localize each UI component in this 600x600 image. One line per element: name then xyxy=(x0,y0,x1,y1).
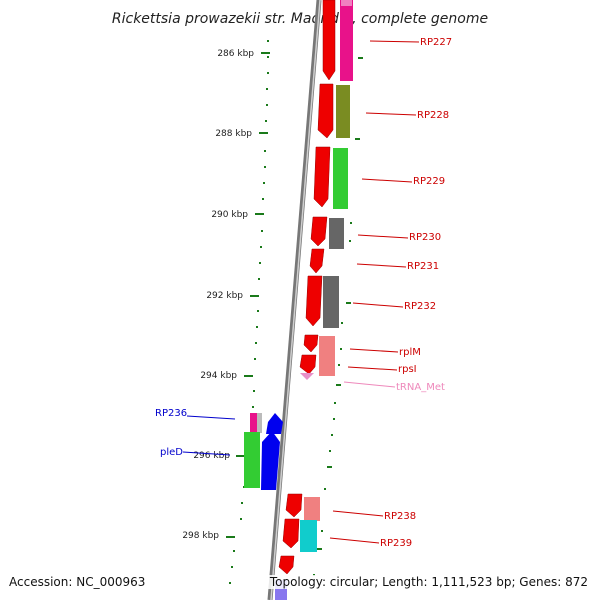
scale-tick-label: 286 kbp xyxy=(217,49,254,59)
cds-arrow-rp229 xyxy=(313,146,331,208)
genome-summary-text: Topology: circular; Length: 1,111,523 bp… xyxy=(267,575,590,589)
right-strand-track xyxy=(313,57,363,576)
gene-label-rplm[interactable]: rplM xyxy=(399,347,421,358)
scale-tick-label: 290 kbp xyxy=(211,210,248,220)
genome-backbone xyxy=(267,0,322,600)
gene-label-rp227[interactable]: RP227 xyxy=(420,37,452,48)
label-connectors xyxy=(182,40,420,544)
scale-tick-label: 288 kbp xyxy=(215,129,252,139)
gene-label-rp230[interactable]: RP230 xyxy=(409,232,441,243)
gene-label-trna-met[interactable]: tRNA_Met xyxy=(396,382,445,393)
cds-arrow-rp228 xyxy=(317,83,334,139)
cds-arrow-rp230 xyxy=(310,216,328,247)
annotation-boxes xyxy=(300,0,353,552)
cds-arrow-rpsi xyxy=(299,354,317,375)
scale-tick-label: 294 kbp xyxy=(200,371,237,381)
gene-label-rp229[interactable]: RP229 xyxy=(413,176,445,187)
scale-tick-marks xyxy=(226,52,270,538)
gene-label-rp232[interactable]: RP232 xyxy=(404,301,436,312)
gene-label-rpsi[interactable]: rpsI xyxy=(398,364,417,375)
trna-met-glyph xyxy=(300,373,314,380)
scale-tick-label: 296 kbp xyxy=(193,451,230,461)
cds-arrow-rp236 xyxy=(266,413,283,434)
cds-arrow-rp232 xyxy=(305,275,323,327)
gene-label-rp239[interactable]: RP239 xyxy=(380,538,412,549)
cds-arrow-rp231 xyxy=(309,248,325,274)
gene-label-rp228[interactable]: RP228 xyxy=(417,110,449,121)
cds-arrow-pled xyxy=(261,431,280,490)
cds-arrow-next xyxy=(278,555,295,575)
accession-text: Accession: NC_000963 xyxy=(9,575,146,589)
scale-tick-label: 292 kbp xyxy=(206,291,243,301)
cds-arrow-rp227 xyxy=(322,0,336,81)
scale-track xyxy=(229,40,269,584)
scale-tick-label: 298 kbp xyxy=(182,531,219,541)
gene-label-rp236[interactable]: RP236 xyxy=(155,408,187,419)
cds-features xyxy=(278,0,336,575)
cds-arrow-rplm xyxy=(303,334,319,353)
gene-label-rp238[interactable]: RP238 xyxy=(384,511,416,522)
map-title: Rickettsia prowazekii str. Madrid E, com… xyxy=(112,11,488,27)
cds-arrow-rp239 xyxy=(282,518,300,549)
cds-arrow-rp238 xyxy=(285,493,303,518)
gene-label-pled[interactable]: pleD xyxy=(160,447,183,458)
gene-label-rp231[interactable]: RP231 xyxy=(407,261,439,272)
